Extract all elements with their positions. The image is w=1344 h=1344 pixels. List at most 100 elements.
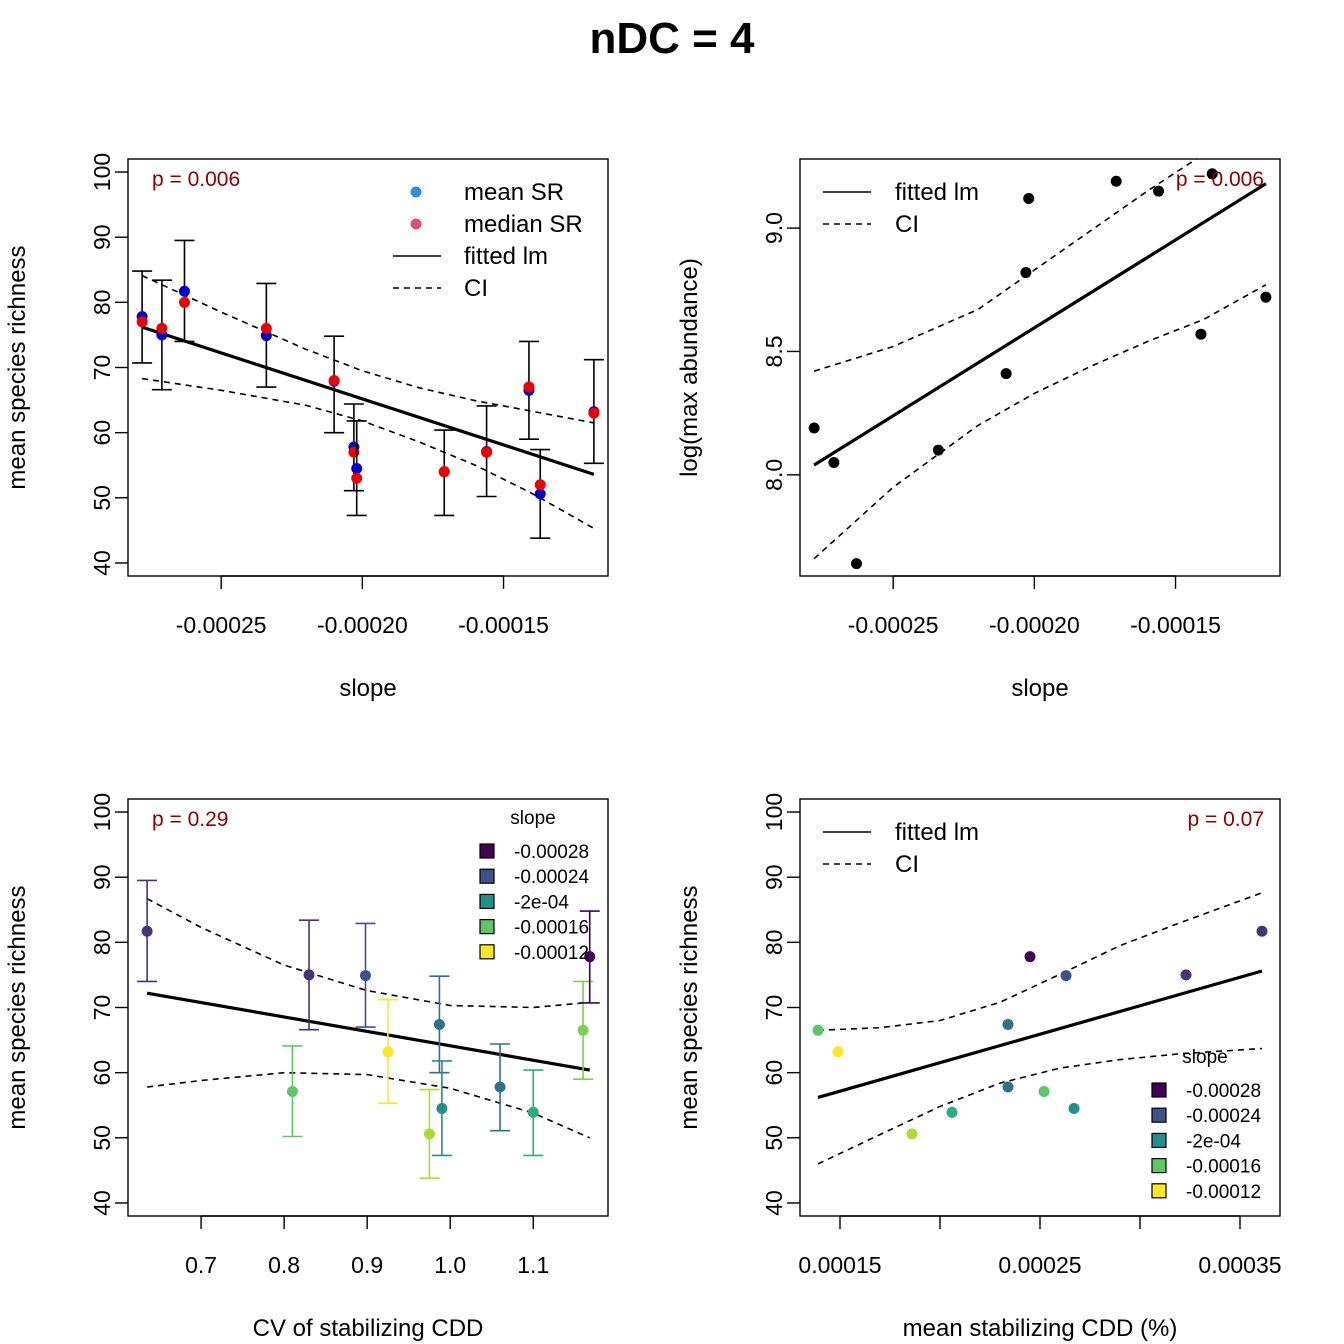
x-tick-label: -0.00015 bbox=[458, 612, 549, 638]
data-point bbox=[433, 1018, 445, 1030]
median-sr-point bbox=[136, 316, 148, 328]
y-tick-label: 40 bbox=[89, 1190, 115, 1216]
x-tick-label: 0.8 bbox=[268, 1252, 300, 1278]
data-point bbox=[584, 951, 596, 963]
fit-lines bbox=[817, 892, 1263, 1165]
y-axis-label: mean species richness bbox=[4, 885, 31, 1129]
x-axis-label: CV of stabilizing CDD bbox=[253, 1315, 484, 1342]
median-sr-point bbox=[523, 381, 535, 393]
y-tick-label: 80 bbox=[89, 290, 115, 316]
data-point bbox=[423, 1128, 435, 1140]
data-point bbox=[141, 925, 153, 937]
fit-lines bbox=[146, 897, 591, 1139]
data-point bbox=[1180, 969, 1192, 981]
mean-sr-point bbox=[534, 488, 546, 500]
x-axis-label: slope bbox=[339, 675, 396, 702]
legend-entry: -0.00012 bbox=[514, 943, 589, 964]
x-tick-label: -0.00020 bbox=[989, 612, 1080, 638]
y-tick-label: 8.5 bbox=[761, 335, 787, 367]
fitted-lm-line bbox=[141, 325, 595, 476]
y-tick-label: 50 bbox=[89, 485, 115, 511]
data-point bbox=[303, 969, 315, 981]
data-point bbox=[1023, 192, 1035, 204]
legend-entry: -2e-04 bbox=[1186, 1131, 1241, 1152]
fitted-lm-line bbox=[817, 969, 1263, 1099]
x-tick-label: -0.00015 bbox=[1130, 612, 1221, 638]
legend-swatch bbox=[479, 843, 495, 859]
y-tick-label: 60 bbox=[89, 420, 115, 446]
legend-swatch bbox=[1151, 1132, 1167, 1149]
y-tick-label: 40 bbox=[761, 1190, 787, 1216]
y-tick-label: 9.0 bbox=[761, 212, 787, 244]
median-sr-point bbox=[178, 296, 190, 308]
y-tick-label: 70 bbox=[89, 995, 115, 1021]
data-point bbox=[1002, 1081, 1014, 1093]
fitted-lm-line bbox=[146, 991, 591, 1072]
x-tick-label: -0.00025 bbox=[848, 612, 939, 638]
ci-upper-line bbox=[813, 159, 1198, 372]
legend-title: slope bbox=[1182, 1047, 1227, 1068]
plot-frame bbox=[799, 798, 1281, 1217]
x-tick-label: 0.7 bbox=[185, 1252, 217, 1278]
y-axis-label: log(max abundance) bbox=[676, 258, 703, 477]
data-point bbox=[577, 1024, 589, 1036]
data-point bbox=[1060, 970, 1072, 982]
panel-top-left: -0.00025 -0.00020 -0.00015 40 50 60 70 80 90 100 s… bbox=[4, 153, 609, 702]
x-axis-label: mean stabilizing CDD (%) bbox=[903, 1315, 1178, 1342]
x-tick-label: 0.00025 bbox=[998, 1252, 1081, 1278]
x-tick-label: 0.00015 bbox=[798, 1252, 881, 1278]
legend-swatch bbox=[479, 893, 495, 910]
y-axis-label: mean species richness bbox=[4, 245, 31, 489]
legend-swatch bbox=[479, 868, 495, 884]
y-tick-label: 40 bbox=[89, 550, 115, 576]
legend-entry: fitted lm bbox=[895, 179, 979, 206]
legend-entry: -0.00024 bbox=[514, 867, 589, 888]
y-tick-label: 90 bbox=[761, 864, 787, 890]
legend-entry: -0.00016 bbox=[514, 918, 589, 939]
data-point bbox=[828, 456, 840, 468]
data-point bbox=[1260, 291, 1272, 303]
mean-sr-point bbox=[351, 462, 363, 474]
legend-mean-marker bbox=[410, 186, 422, 198]
legend-swatch bbox=[479, 944, 495, 960]
legend-swatch bbox=[1151, 1107, 1167, 1123]
legend-entry: median SR bbox=[464, 211, 583, 238]
data-point bbox=[382, 1046, 394, 1058]
data-point bbox=[1256, 925, 1268, 937]
data-point bbox=[494, 1081, 506, 1093]
data-point bbox=[932, 444, 944, 456]
y-tick-label: 90 bbox=[89, 864, 115, 890]
legend-median-marker bbox=[410, 218, 422, 230]
x-tick-label: -0.00020 bbox=[317, 612, 408, 638]
median-sr-point bbox=[260, 322, 272, 334]
ci-lower-line bbox=[141, 377, 595, 530]
data-point bbox=[436, 1102, 448, 1114]
y-tick-label: 50 bbox=[89, 1125, 115, 1151]
median-sr-point bbox=[156, 322, 168, 334]
y-tick-label: 70 bbox=[761, 995, 787, 1021]
y-tick-label: 70 bbox=[89, 355, 115, 381]
y-tick-label: 90 bbox=[89, 224, 115, 250]
ci-upper-line bbox=[141, 274, 595, 424]
y-tick-label: 50 bbox=[761, 1125, 787, 1151]
data-point bbox=[1002, 1018, 1014, 1030]
data-point bbox=[850, 558, 862, 570]
legend-entry: CI bbox=[895, 851, 919, 878]
legend-entry: CI bbox=[464, 275, 488, 302]
legend-entry: -0.00028 bbox=[514, 842, 589, 863]
figure-title: nDC = 4 bbox=[589, 14, 755, 63]
data-point bbox=[1038, 1086, 1050, 1098]
legend-swatch bbox=[1151, 1183, 1167, 1199]
y-tick-label: 8.0 bbox=[761, 459, 787, 491]
fit-lines bbox=[813, 159, 1267, 560]
x-tick-label: 1.1 bbox=[517, 1252, 549, 1278]
legend-entry: -0.00024 bbox=[1186, 1106, 1261, 1127]
x-tick-label: -0.00025 bbox=[176, 612, 267, 638]
data-point bbox=[1153, 185, 1165, 197]
data-point bbox=[1024, 951, 1036, 963]
y-tick-label: 100 bbox=[89, 793, 115, 831]
median-sr-point bbox=[534, 479, 546, 491]
legend-entry: -2e-04 bbox=[514, 892, 569, 913]
